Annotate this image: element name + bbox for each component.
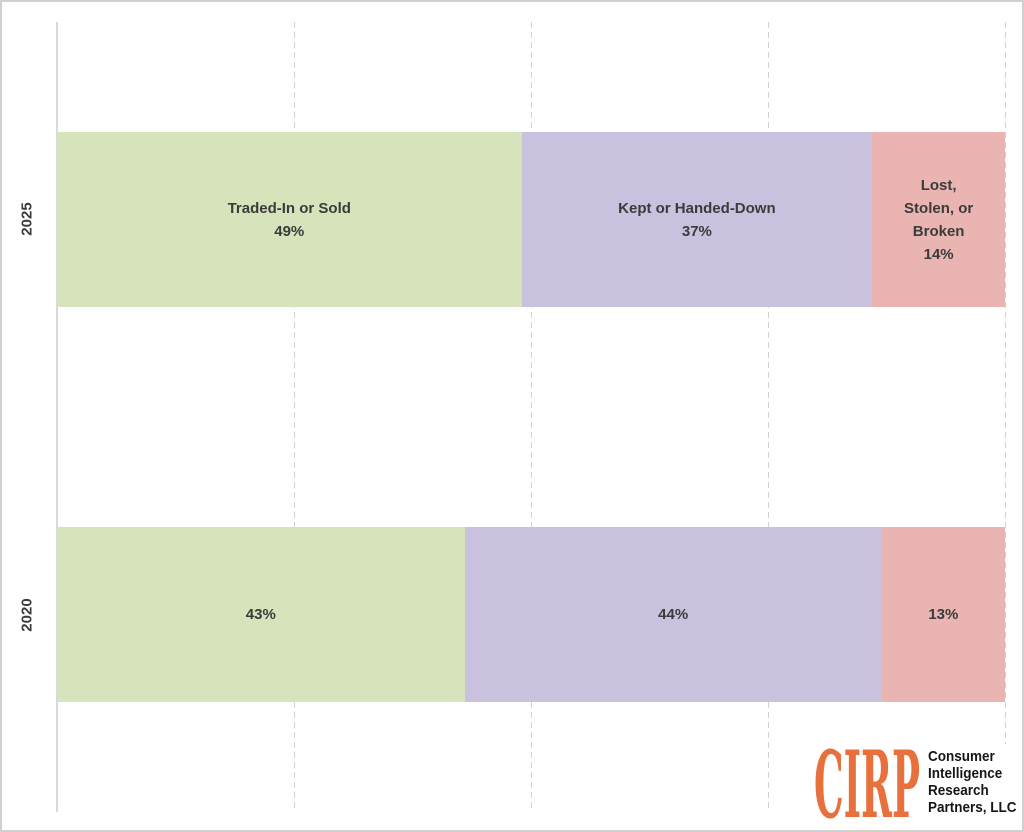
bar-segment-2025-lost-stolen-or-broken: Lost, Stolen, or Broken 14% [872, 132, 1005, 307]
cirp-logo: CIRP Consumer Intelligence Research Part… [812, 744, 1020, 822]
segment-label-line: 14% [923, 245, 954, 263]
segment-label-line: Lost, [920, 176, 957, 194]
segment-label-line: 37% [681, 222, 712, 240]
bar-segment-2020-traded-in-or-sold: 43% [57, 527, 465, 702]
bar-segment-2025-kept-or-handed-down: Kept or Handed-Down 37% [521, 132, 873, 307]
category-label-2025: 2025 [18, 202, 36, 236]
segment-label-line: 44% [658, 606, 689, 623]
segment-label-line: Traded-In or Sold [227, 199, 351, 217]
bar-row-2020: 43% 44% 13% [57, 527, 1005, 702]
category-label-2020: 2020 [18, 598, 36, 632]
cirp-logo-text: Consumer Intelligence Research Partners,… [928, 748, 1017, 816]
bar-segment-2020-lost-stolen-or-broken: 13% [881, 527, 1005, 702]
segment-label-line: Kept or Handed-Down [618, 199, 776, 217]
segment-label-line: 43% [245, 606, 276, 623]
bar-row-2025: Traded-In or Sold 49% Kept or Handed-Down 3… [57, 132, 1005, 307]
gridline-25 [293, 22, 295, 812]
gridline-100 [1004, 22, 1006, 812]
bar-segment-2025-traded-in-or-sold: Traded-In or Sold 49% [57, 132, 522, 307]
segment-label-line: Stolen, or [904, 199, 974, 217]
cirp-logo-text-line: Partners, LLC [928, 799, 1017, 816]
cirp-logo-text-line: Research [928, 782, 989, 799]
y-axis-line [56, 22, 58, 812]
segment-label-line: 13% [928, 606, 959, 623]
svg-text:CIRP: CIRP [814, 748, 920, 820]
gridline-75 [767, 22, 769, 812]
cirp-logo-mark: CIRP [814, 748, 920, 820]
cirp-logo-text-line: Consumer [928, 748, 995, 765]
segment-label-line: Broken [912, 222, 965, 240]
cirp-logo-text-line: Intelligence [928, 765, 1003, 782]
gridline-50 [530, 22, 532, 812]
bar-segment-2020-kept-or-handed-down: 44% [464, 527, 882, 702]
segment-label-line: 49% [274, 222, 305, 240]
